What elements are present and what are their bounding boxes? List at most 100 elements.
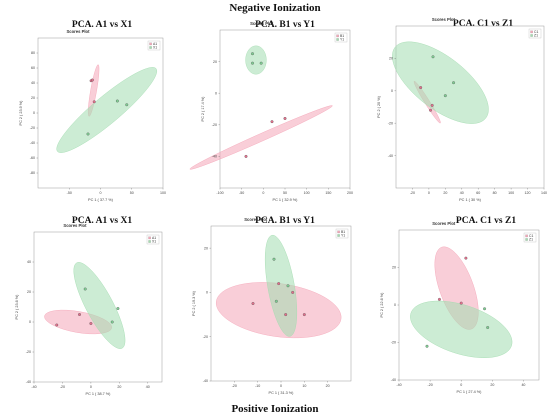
- x-tick-label: 100: [304, 191, 310, 195]
- x-tick-label: -100: [216, 191, 223, 195]
- x-tick-label: 140: [541, 191, 547, 195]
- x-tick-label: -40: [31, 385, 36, 389]
- legend-entry: Z1: [529, 237, 533, 241]
- x-tick-label: 40: [146, 385, 150, 389]
- data-point-b1: [284, 313, 288, 317]
- y-tick-label: -20: [388, 121, 393, 125]
- x-axis-label: PC 1 ( 38.7 %): [86, 392, 112, 396]
- y-tick-label: 0: [215, 91, 217, 95]
- legend-swatch: [148, 236, 151, 240]
- data-point-z1: [425, 344, 429, 348]
- positive-ionization-label: Positive Ionization: [231, 403, 319, 415]
- confidence-ellipse-y1: [264, 234, 298, 337]
- legend-swatch: [149, 42, 152, 46]
- x-axis-label: PC 1 ( 32.9 %): [273, 198, 299, 202]
- y-tick-label: -20: [212, 123, 217, 127]
- y-tick-label: 60: [31, 66, 35, 70]
- panel-title: PCA. A1 vs X1: [72, 20, 132, 30]
- legend-box: [334, 32, 348, 43]
- legend-swatch: [525, 234, 528, 238]
- y-axis-label: PC 2 ( 20 %): [377, 95, 381, 117]
- y-axis-label: PC 2 ( 23.6 %): [15, 294, 19, 320]
- x-tick-label: -10: [255, 384, 260, 388]
- data-point-b1: [277, 282, 281, 286]
- confidence-ellipse-z1: [392, 41, 489, 124]
- x-tick-label: -20: [410, 191, 415, 195]
- x-tick-label: -50: [239, 191, 244, 195]
- x-tick-label: 10: [302, 384, 306, 388]
- data-point-z1: [483, 307, 487, 311]
- y-axis-label: PC 2 ( 19.3 %): [192, 290, 196, 316]
- legend-swatch: [336, 38, 339, 41]
- y-tick-label: -40: [30, 141, 35, 145]
- x-tick-label: 0: [280, 384, 282, 388]
- y-tick-label: -20: [203, 335, 208, 339]
- y-tick-label: -60: [30, 156, 35, 160]
- y-tick-label: -40: [26, 380, 31, 384]
- legend-entry: Z1: [534, 33, 538, 37]
- legend-entry: C1: [534, 30, 538, 34]
- legend-swatch: [149, 46, 152, 49]
- x-tick-label: 0: [460, 383, 462, 387]
- legend-entry: Y1: [340, 37, 344, 41]
- x-tick-label: 20: [117, 385, 121, 389]
- data-point-x1: [116, 307, 120, 310]
- y-axis-label: PC 2 ( 17.4 %): [201, 96, 205, 122]
- scores-plot-subtitle: Scores Plot: [432, 17, 456, 22]
- data-point-a1: [90, 78, 94, 82]
- y-tick-label: -40: [203, 379, 208, 383]
- x-tick-label: 20: [443, 191, 447, 195]
- scores-plot-subtitle: Scores Plot: [250, 21, 274, 26]
- x-tick-label: 80: [493, 191, 497, 195]
- data-point-y1: [259, 61, 263, 65]
- x-axis-label: PC 1 ( 37.7 %): [88, 198, 114, 202]
- pca-panel-c1-z1-negative: PCA. C1 vs Z1 Scores Plot -20 0 20 40 60 80 100 1…: [366, 12, 549, 204]
- x-tick-label: 60: [476, 191, 480, 195]
- data-point-y1: [251, 61, 254, 65]
- pca-panel-c1-z1-positive: PCA. C1 vs Z1 Scores Plot -40 -20 0 20 40 -40 -2…: [366, 208, 549, 400]
- y-tick-label: 80: [31, 51, 35, 55]
- plot-frame: [219, 29, 351, 189]
- legend-entry: A1: [152, 236, 156, 240]
- y-tick-label: 20: [389, 57, 393, 61]
- x-tick-label: 0: [90, 385, 92, 389]
- negative-ionization-label: Negative Ionization: [229, 2, 321, 14]
- legend-entry: B1: [341, 230, 345, 234]
- legend-box: [528, 28, 542, 39]
- data-point-c1: [464, 256, 468, 260]
- data-point-x1: [115, 99, 119, 103]
- x-tick-label: 120: [525, 191, 531, 195]
- x-tick-label: 50: [283, 191, 287, 195]
- data-point-a1: [89, 322, 93, 325]
- confidence-ellipse-z1: [410, 300, 513, 358]
- legend-entry: C1: [529, 234, 533, 238]
- data-point-z1: [452, 81, 456, 85]
- x-tick-label: -20: [232, 384, 237, 388]
- data-point-z1: [443, 94, 447, 98]
- y-tick-label: -20: [391, 341, 396, 345]
- data-point-x1: [110, 320, 114, 324]
- y-tick-label: -20: [26, 350, 31, 354]
- panel-title: PCA. C1 vs Z1: [456, 216, 516, 226]
- data-point-b1: [283, 117, 287, 120]
- data-point-b1: [270, 120, 274, 124]
- data-point-y1: [286, 284, 290, 288]
- scores-plot-subtitle: Scores Plot: [63, 223, 87, 228]
- y-tick-label: 40: [31, 81, 35, 85]
- x-axis-label: PC 1 ( 31.3 %): [269, 391, 295, 395]
- legend-swatch: [530, 30, 533, 34]
- confidence-ellipse-b1: [189, 105, 333, 170]
- legend-entry: X1: [152, 239, 156, 243]
- data-point-a1: [78, 313, 81, 316]
- legend-swatch: [337, 234, 340, 237]
- legend-entry: A1: [153, 42, 157, 46]
- data-point-z1: [486, 326, 490, 329]
- x-axis-label: PC 1 ( 30 %): [459, 198, 481, 202]
- data-point-x1: [86, 132, 90, 136]
- legend-swatch: [337, 230, 340, 234]
- data-point-x1: [83, 287, 87, 291]
- scores-plot-subtitle: Scores Plot: [66, 29, 90, 34]
- x-tick-label: 0: [100, 191, 102, 195]
- legend-box: [335, 228, 349, 239]
- x-tick-label: 150: [325, 191, 331, 195]
